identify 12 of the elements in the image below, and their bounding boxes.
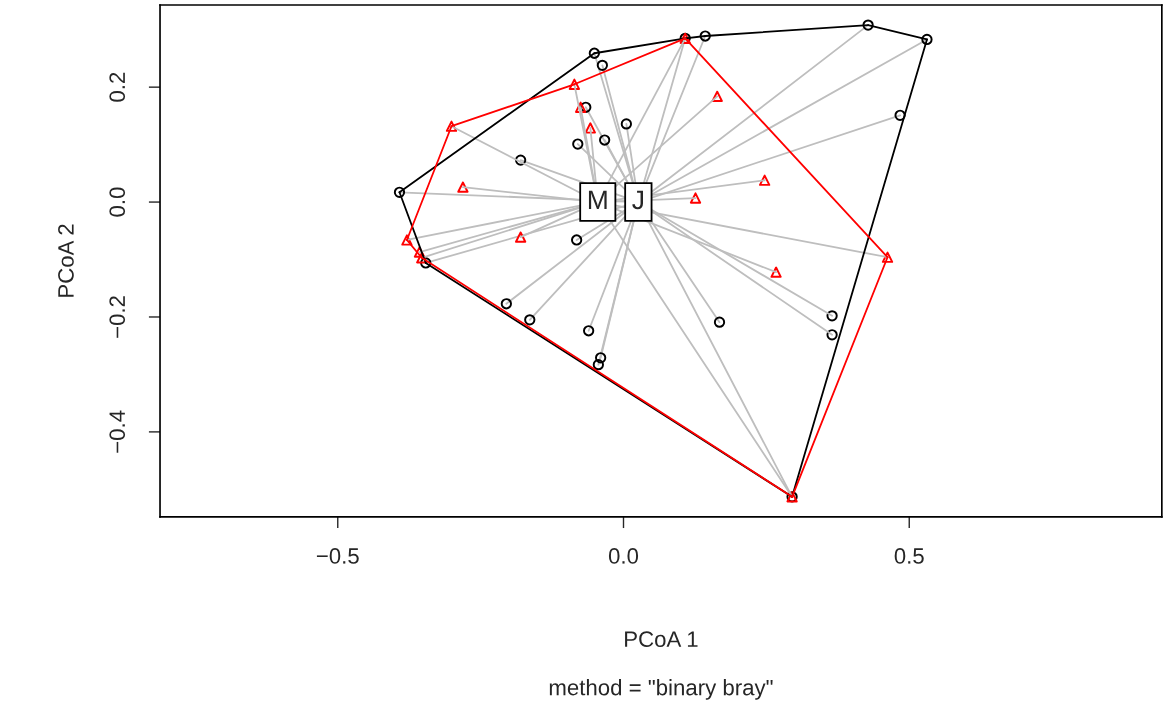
y-axis-title: PCoA 2 <box>58 224 74 297</box>
y-tick-label: −0.2 <box>109 296 126 338</box>
x-tick-label: 0.5 <box>894 548 924 564</box>
x-tick-label: 0.0 <box>608 548 639 564</box>
x-tick-label: −0.5 <box>316 548 359 564</box>
annotation: J <box>632 190 643 210</box>
y-tick-label: 0.0 <box>109 187 126 217</box>
annotation: M <box>588 190 607 209</box>
y-tick-label: −0.4 <box>109 410 126 453</box>
text: method = "binary bray" <box>549 679 773 700</box>
x-axis-title: PCoA 1 <box>625 631 698 648</box>
y-tick-label: 0.2 <box>109 72 126 102</box>
